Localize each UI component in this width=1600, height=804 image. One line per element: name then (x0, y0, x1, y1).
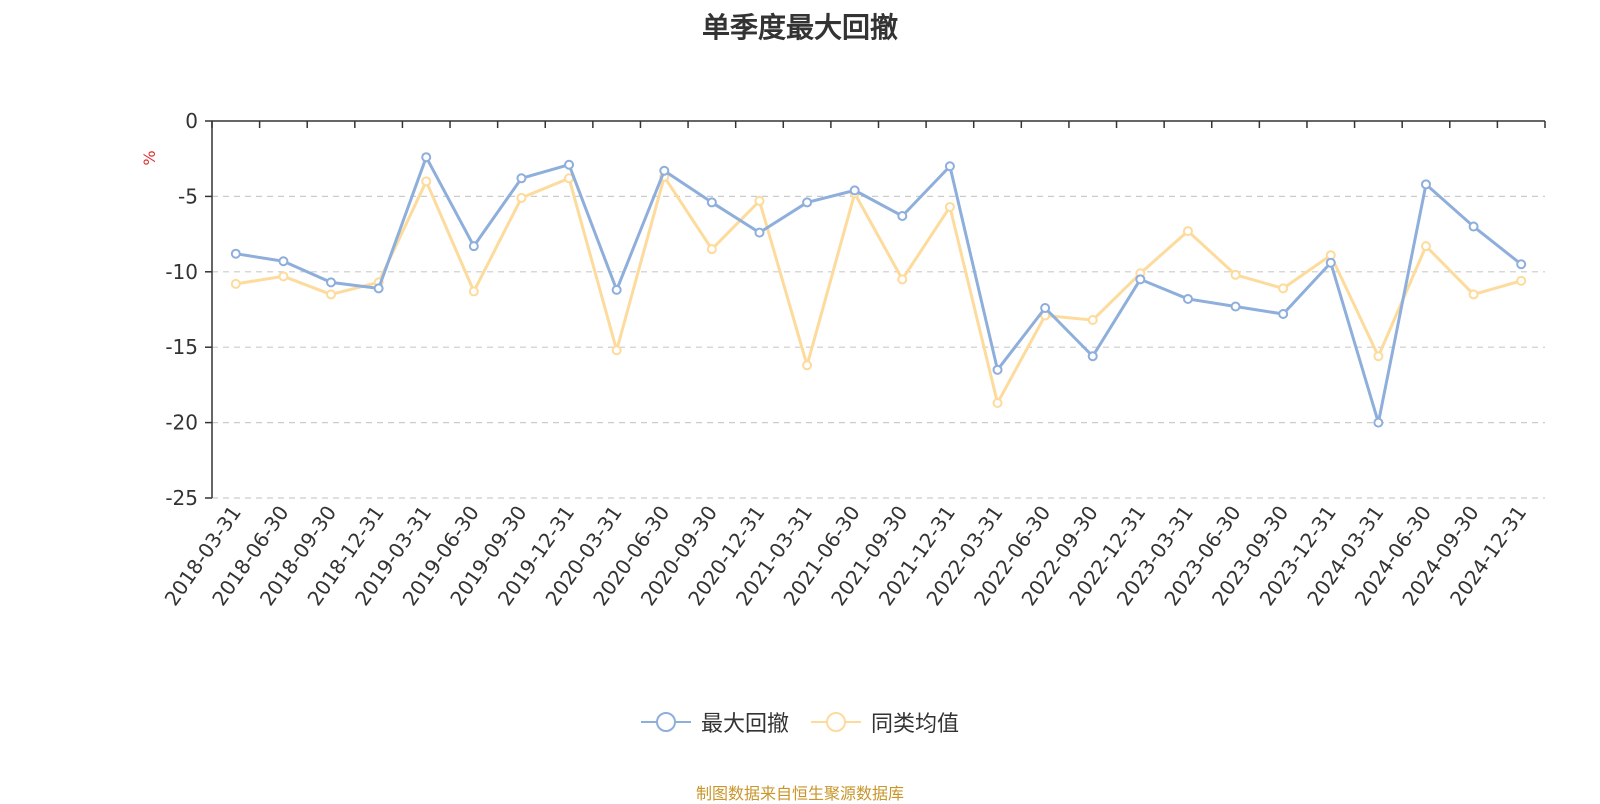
data-point (1040, 302, 1051, 313)
data-point (754, 195, 765, 206)
legend-item-max-drawdown[interactable]: 最大回撤 (640, 706, 789, 738)
y-tick-label: -15 (165, 335, 198, 359)
data-point (1278, 283, 1289, 294)
data-point (1182, 293, 1193, 304)
y-tick-label: -5 (178, 184, 198, 208)
series-line (235, 155, 1523, 425)
data-point (421, 152, 432, 163)
data-point (992, 364, 1003, 375)
legend-marker-peer-average (811, 712, 861, 732)
data-point (992, 397, 1003, 408)
data-point (611, 345, 622, 356)
data-point (516, 192, 527, 203)
data-point (1373, 351, 1384, 362)
data-point (611, 284, 622, 295)
data-point (659, 165, 670, 176)
series-lines (230, 152, 1527, 428)
data-point (1516, 259, 1527, 270)
data-point (1182, 226, 1193, 237)
data-point (897, 211, 908, 222)
data-point (849, 185, 860, 196)
legend-label-peer-average: 同类均值 (871, 712, 960, 737)
data-point (1087, 351, 1098, 362)
data-point (897, 274, 908, 285)
data-point (706, 197, 717, 208)
axes: 0-5-10-15-20-252018-03-312018-06-302018-… (160, 109, 1546, 610)
data-point (373, 283, 384, 294)
data-source-footer: 制图数据来自恒生聚源数据库 (695, 784, 904, 803)
data-point (706, 244, 717, 255)
data-point (1278, 309, 1289, 320)
legend-marker-max-drawdown (640, 712, 691, 732)
data-point (468, 286, 479, 297)
grid-lines (212, 195, 1545, 499)
y-tick-label: -25 (165, 486, 198, 510)
data-point (944, 201, 955, 212)
data-point (278, 271, 289, 282)
y-tick-label: 0 (185, 109, 198, 133)
data-point (1420, 179, 1431, 190)
data-point (1230, 301, 1241, 312)
data-point (802, 197, 813, 208)
y-tick-label: -20 (165, 411, 198, 435)
data-point (1087, 315, 1098, 326)
data-point (230, 248, 241, 259)
data-point (1373, 417, 1384, 428)
data-point (1468, 289, 1479, 300)
data-point (278, 256, 289, 267)
data-point (1325, 257, 1336, 268)
chart-title: 单季度最大回撤 (701, 11, 898, 44)
legend: 最大回撤 同类均值 (0, 706, 1600, 738)
data-point (944, 161, 955, 172)
data-point (1468, 221, 1479, 232)
data-point (230, 278, 241, 289)
data-point (421, 176, 432, 187)
data-point (1516, 275, 1527, 286)
data-point (468, 241, 479, 252)
data-point (754, 227, 765, 238)
series-line (235, 175, 1522, 405)
y-axis-label: % (140, 150, 159, 165)
data-point (516, 173, 527, 184)
series-0 (230, 152, 1527, 428)
data-point (1420, 241, 1431, 252)
data-point (326, 277, 337, 288)
data-point (802, 360, 813, 371)
data-point (1230, 269, 1241, 280)
legend-label-max-drawdown: 最大回撤 (700, 712, 789, 737)
series-1 (230, 171, 1527, 408)
legend-item-peer-average[interactable]: 同类均值 (811, 706, 959, 738)
data-point (564, 159, 575, 170)
y-tick-label: -10 (165, 260, 198, 284)
data-point (326, 289, 337, 300)
data-point (1135, 274, 1146, 285)
